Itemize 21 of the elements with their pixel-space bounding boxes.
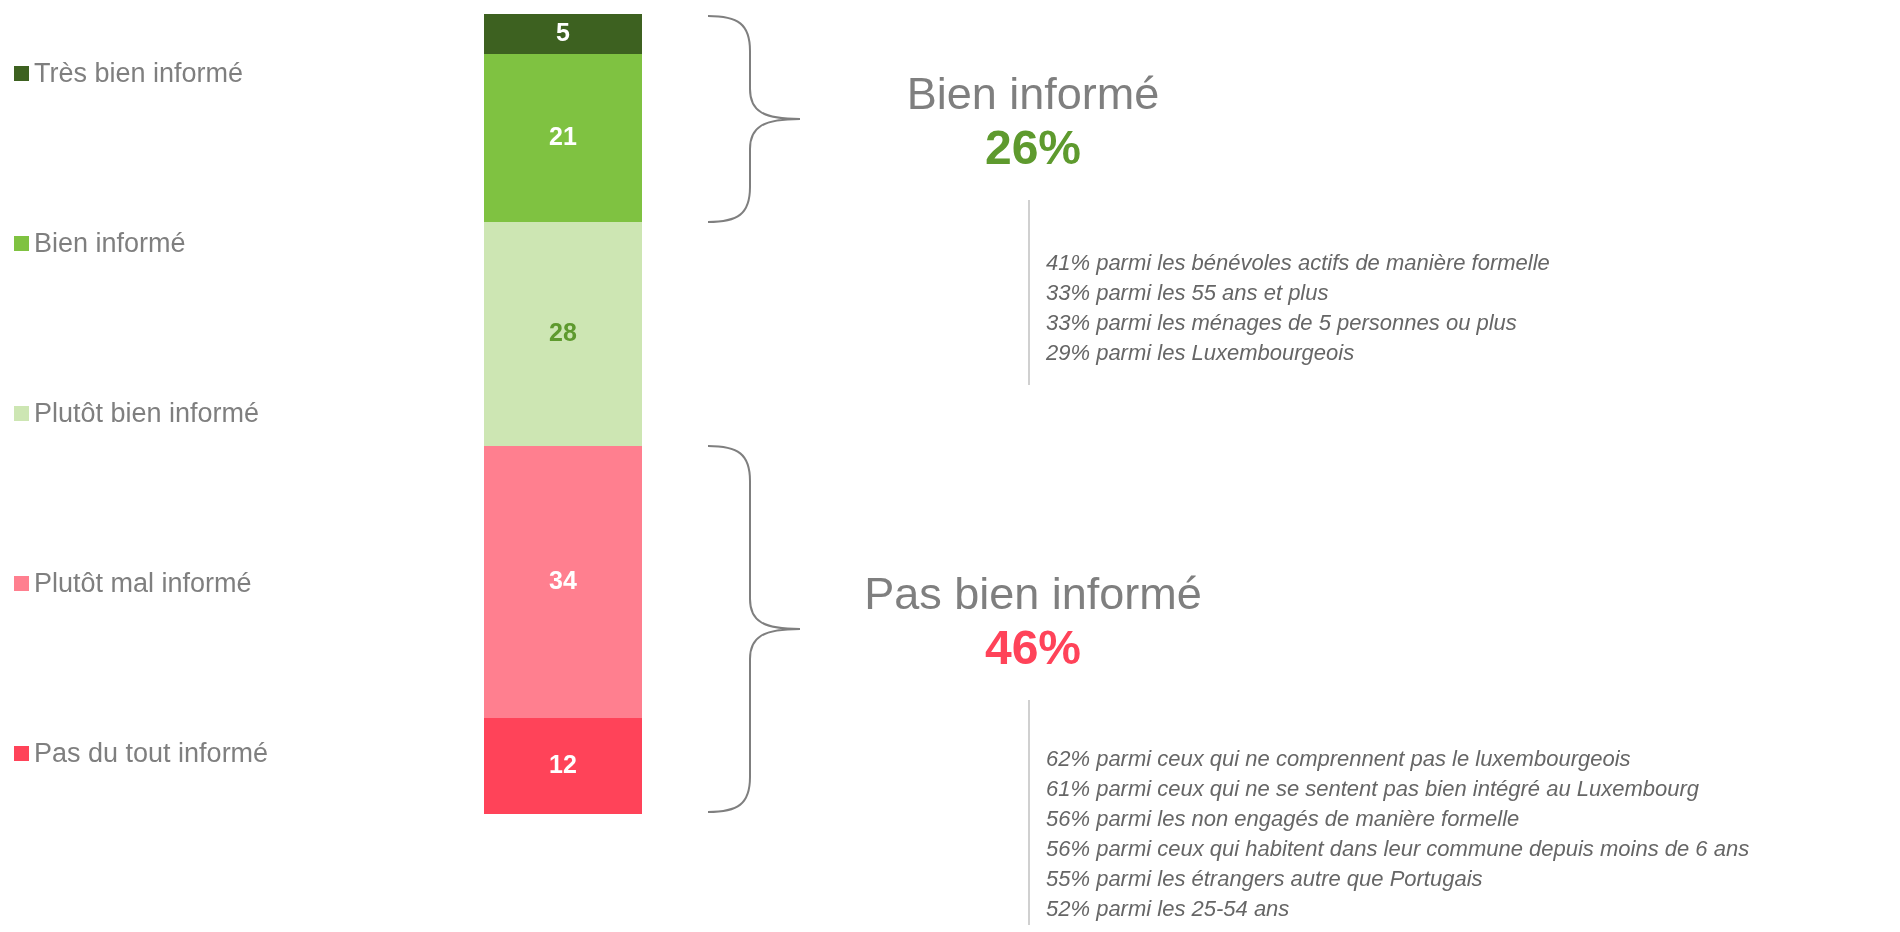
data-label: 28 bbox=[549, 317, 577, 346]
data-label: 12 bbox=[549, 749, 577, 778]
legend-label: Plutôt mal informé bbox=[34, 568, 252, 599]
legend-label: Très bien informé bbox=[34, 58, 244, 89]
bar bbox=[484, 222, 642, 446]
legend-label: Bien informé bbox=[34, 228, 186, 259]
text: Bien informé bbox=[905, 68, 1161, 120]
text: 26% bbox=[983, 120, 1083, 175]
text: Pas bien informé bbox=[863, 568, 1203, 620]
bar bbox=[484, 54, 642, 222]
text: 62% parmi ceux qui ne comprennent pas le luxembourgeois 61% parmi ceux qui ne se sentent pas bien intégré au Luxembourg 56% parmi les non engagés de manière formelle 56% parmi ceux qui habitent dans leur commune depuis moins de 6 ans 55% parmi les étrangers autre que Portugais 52% parmi les 25-54 ans bbox=[1046, 745, 1750, 923]
legend-label: Pas du tout informé bbox=[34, 738, 269, 769]
bar bbox=[484, 718, 642, 814]
bar bbox=[484, 14, 642, 54]
bar bbox=[484, 446, 642, 718]
legend-label: Plutôt bien informé bbox=[34, 398, 260, 429]
data-label: 34 bbox=[549, 565, 577, 594]
text: 41% parmi les bénévoles actifs de manière formelle 33% parmi les 55 ans et plus 33% parmi les ménages de 5 personnes ou plus 29% parmi les Luxembourgeois bbox=[1046, 249, 1550, 367]
data-label: 5 bbox=[556, 17, 571, 46]
data-label: 21 bbox=[549, 121, 577, 150]
text: 46% bbox=[983, 620, 1083, 675]
